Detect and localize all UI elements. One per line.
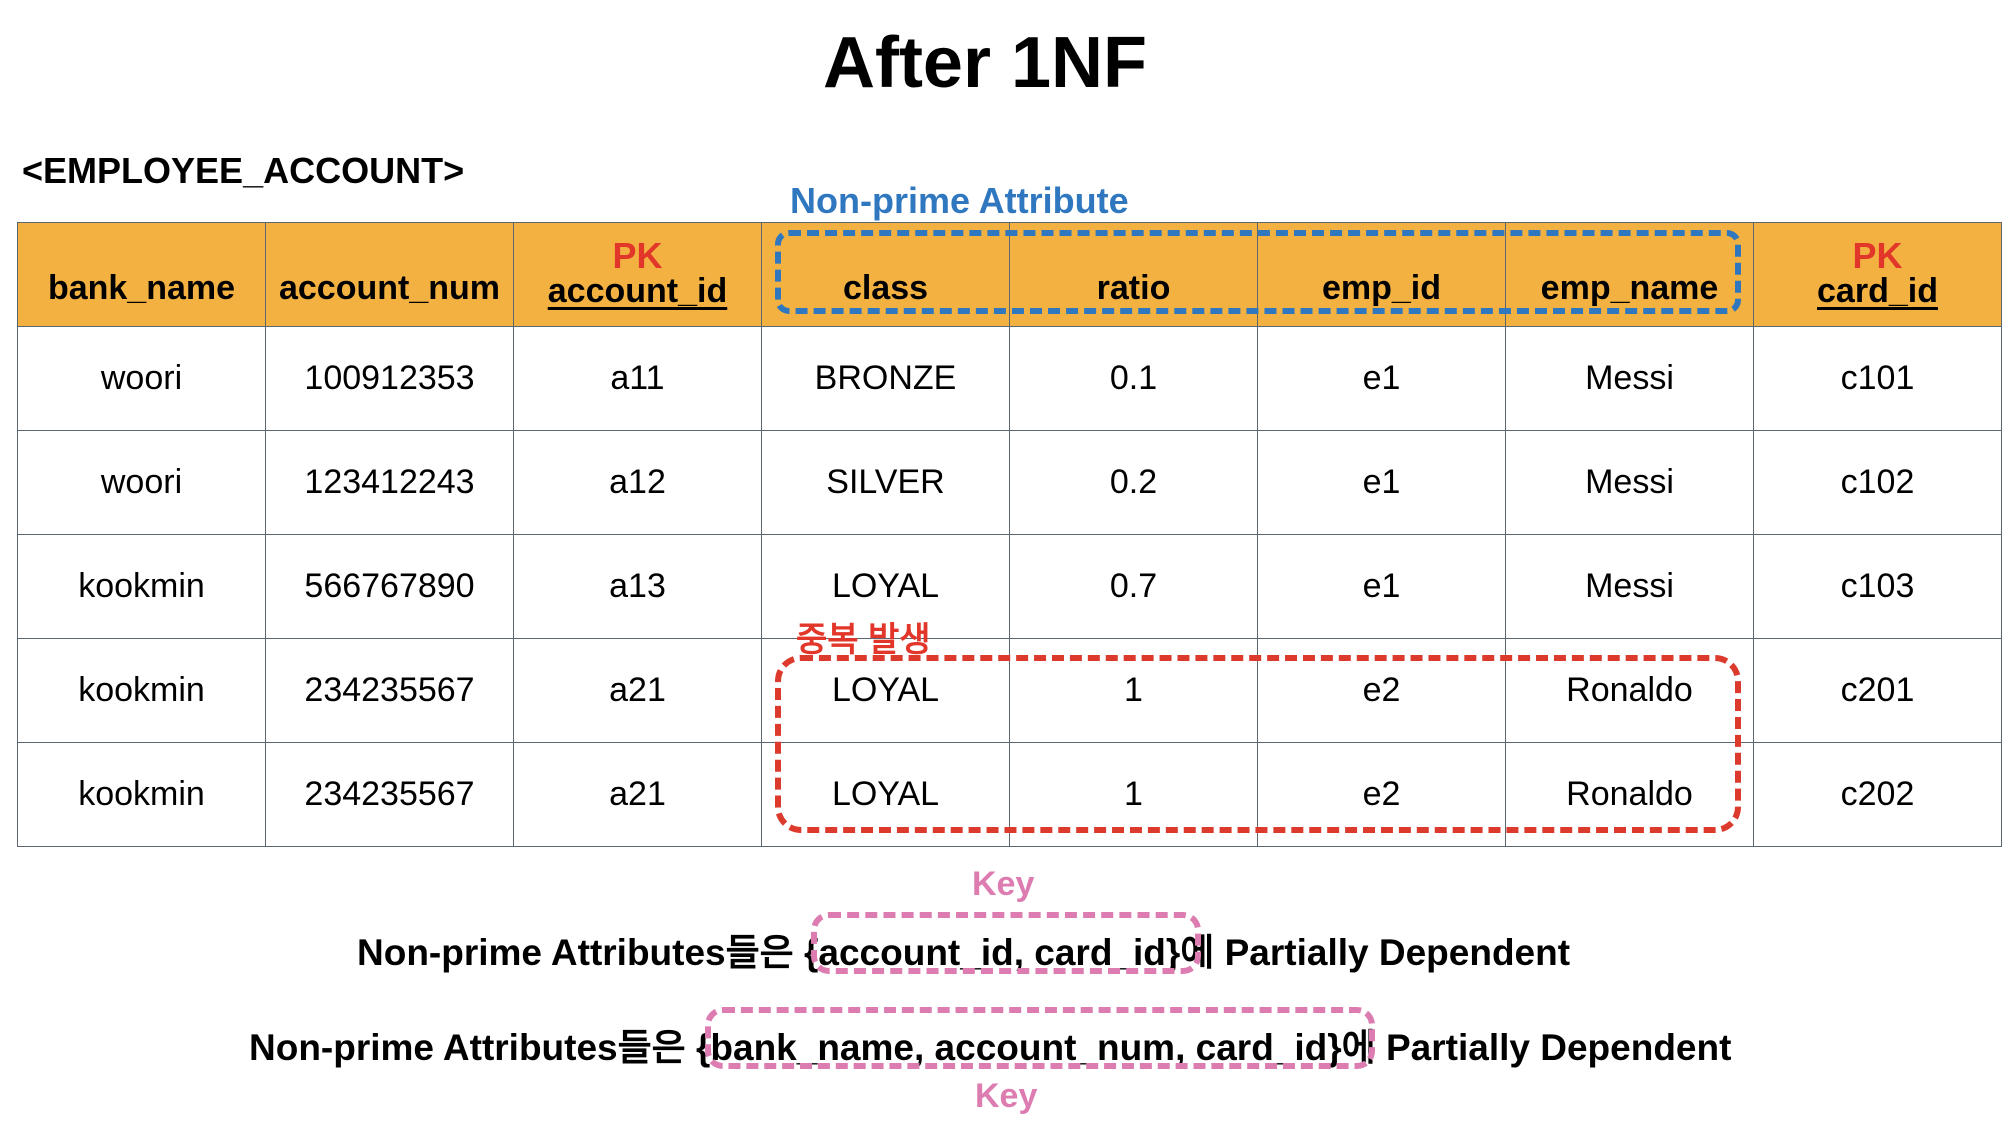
duplication-box xyxy=(775,655,1741,833)
table-cell: woori xyxy=(17,430,266,535)
table-row: woori 100912353 a11 BRONZE 0.1 e1 Messi … xyxy=(17,326,2002,431)
table-cell: e1 xyxy=(1257,326,1506,431)
dependency-statement-1: Non-prime Attributes들은 {account_id, card… xyxy=(357,922,1570,976)
key-label-2: Key xyxy=(975,1077,1038,1115)
page-title: After 1NF xyxy=(822,23,1148,103)
key-box-2 xyxy=(705,1007,1375,1069)
table-cell: LOYAL xyxy=(761,534,1010,639)
table-cell: kookmin xyxy=(17,638,266,743)
column-header-account-num: account_num xyxy=(265,222,514,327)
table-cell: 234235567 xyxy=(265,638,514,743)
table-cell: kookmin xyxy=(17,742,266,847)
table-cell: 0.1 xyxy=(1009,326,1258,431)
table-row: kookmin 234235567 a21 LOYAL 1 e2 Ronaldo… xyxy=(17,638,2002,743)
table-cell: kookmin xyxy=(17,534,266,639)
table-cell: 234235567 xyxy=(265,742,514,847)
column-header-label: emp_id xyxy=(1321,269,1442,307)
table-cell: Messi xyxy=(1505,534,1754,639)
key-label-1: Key xyxy=(972,865,1035,903)
table-name: <EMPLOYEE_ACCOUNT> xyxy=(22,150,465,191)
table-row: woori 123412243 a12 SILVER 0.2 e1 Messi … xyxy=(17,430,2002,535)
column-header-label: account_num xyxy=(278,269,501,307)
dependency-suffix: 에 Partially Dependent xyxy=(1180,932,1571,973)
table-cell: 123412243 xyxy=(265,430,514,535)
table-cell: woori xyxy=(17,326,266,431)
column-header-label: card_id xyxy=(1817,271,1938,310)
table-cell: a21 xyxy=(513,742,762,847)
dependency-suffix: 에 Partially Dependent xyxy=(1341,1027,1732,1068)
table-cell: c101 xyxy=(1753,326,2002,431)
dependency-prefix: Non-prime Attributes들은 xyxy=(249,1027,696,1068)
dependency-key: {bank_name, account_num, card_id} xyxy=(696,1027,1342,1068)
table-cell: a12 xyxy=(513,430,762,535)
table-cell: 0.7 xyxy=(1009,534,1258,639)
table-cell: Messi xyxy=(1505,430,1754,535)
table-cell: e1 xyxy=(1257,534,1506,639)
table-cell: 0.2 xyxy=(1009,430,1258,535)
employee-account-table: bank_name account_num PK account_id clas… xyxy=(17,222,2002,847)
column-header-label: class xyxy=(842,269,929,307)
table-cell: Messi xyxy=(1505,326,1754,431)
table-cell: e1 xyxy=(1257,430,1506,535)
key-box-1 xyxy=(811,912,1201,974)
non-prime-attribute-box xyxy=(775,230,1741,314)
table-cell: a11 xyxy=(513,326,762,431)
dependency-key: {account_id, card_id} xyxy=(804,932,1181,973)
table-cell: a21 xyxy=(513,638,762,743)
column-header-bank-name: bank_name xyxy=(17,222,266,327)
table-cell: c102 xyxy=(1753,430,2002,535)
column-header-label: ratio xyxy=(1096,269,1171,307)
non-prime-attribute-label: Non-prime Attribute xyxy=(790,180,1129,221)
table-row: kookmin 566767890 a13 LOYAL 0.7 e1 Messi… xyxy=(17,534,2002,639)
table-cell: 566767890 xyxy=(265,534,514,639)
pk-label: PK xyxy=(1852,234,1903,276)
dependency-statement-2: Non-prime Attributes들은 {bank_name, accou… xyxy=(249,1017,1731,1071)
pk-label: PK xyxy=(612,234,663,276)
duplication-label: 중복 발생 xyxy=(796,621,931,659)
table-cell: SILVER xyxy=(761,430,1010,535)
dependency-prefix: Non-prime Attributes들은 xyxy=(357,932,804,973)
table-cell: c103 xyxy=(1753,534,2002,639)
column-header-card-id: PK card_id xyxy=(1753,222,2002,327)
table-cell: a13 xyxy=(513,534,762,639)
table-cell: c201 xyxy=(1753,638,2002,743)
column-header-label: account_id xyxy=(547,271,728,310)
column-header-label: bank_name xyxy=(47,269,236,307)
table-cell: BRONZE xyxy=(761,326,1010,431)
column-header-label: emp_name xyxy=(1540,269,1719,307)
column-header-account-id: PK account_id xyxy=(513,222,762,327)
table-cell: c202 xyxy=(1753,742,2002,847)
table-cell: 100912353 xyxy=(265,326,514,431)
